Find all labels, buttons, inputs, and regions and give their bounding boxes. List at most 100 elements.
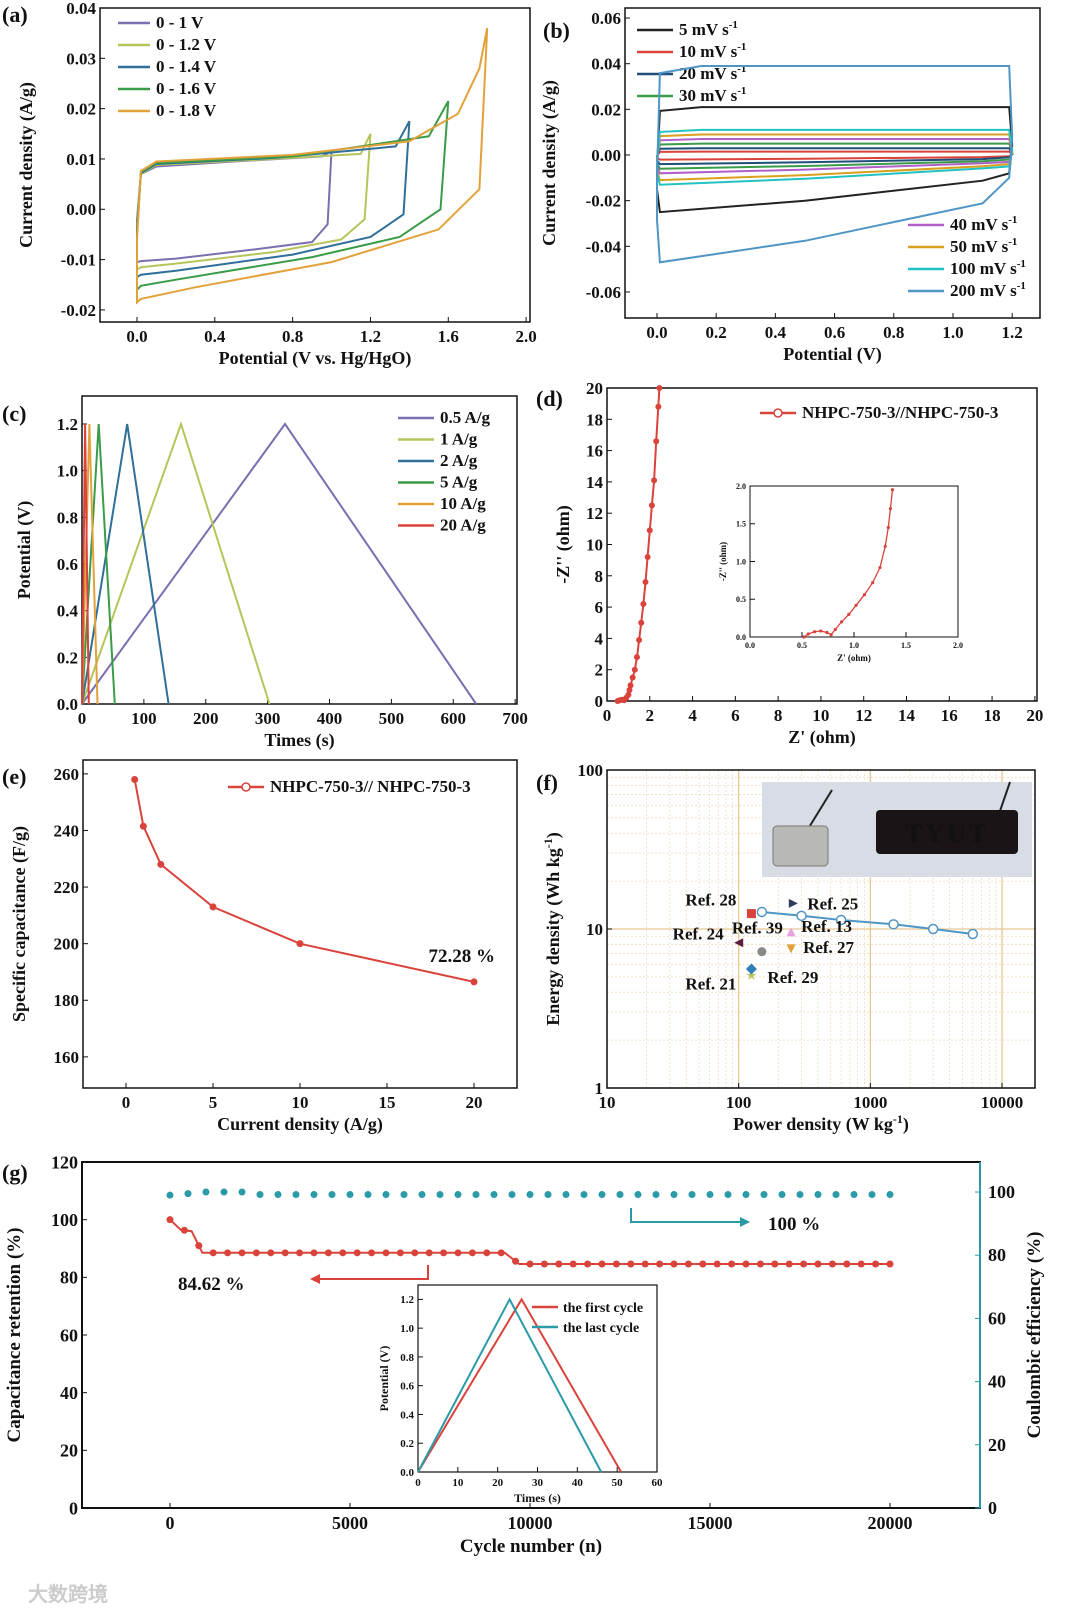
y-tick-label: 0 bbox=[595, 692, 604, 711]
y-tick-label: 80 bbox=[60, 1268, 78, 1288]
series-01V bbox=[136, 149, 333, 264]
data-point-marker bbox=[139, 822, 147, 830]
efficiency-marker bbox=[760, 1191, 768, 1199]
retention-marker bbox=[612, 1260, 620, 1268]
data-point-marker bbox=[888, 507, 893, 511]
efficiency-marker bbox=[346, 1191, 354, 1199]
data-point-marker bbox=[819, 629, 823, 633]
x-tick-label: 0.6 bbox=[824, 323, 845, 342]
legend-label: 0.5 A/g bbox=[440, 408, 491, 427]
legend-label: 10 A/g bbox=[440, 494, 486, 513]
data-point-marker bbox=[655, 403, 662, 410]
y-tick-label: 1.0 bbox=[400, 1323, 414, 1335]
retention-marker bbox=[670, 1260, 678, 1268]
legend-marker bbox=[773, 408, 783, 418]
y-tick-label: 0 bbox=[69, 1498, 78, 1518]
x-tick-label: 0.0 bbox=[646, 323, 667, 342]
retention-marker bbox=[641, 1260, 649, 1268]
x-tick-label: 0.4 bbox=[204, 327, 226, 346]
x-tick-label: 20 bbox=[1026, 706, 1043, 725]
x-tick-label: 700 bbox=[502, 709, 528, 728]
efficiency-marker bbox=[202, 1188, 210, 1196]
x-tick-label: 2 bbox=[646, 706, 655, 725]
reference-label: Ref. 28 bbox=[685, 891, 736, 910]
x-tick-label: 10000 bbox=[981, 1093, 1024, 1112]
reference-label: Ref. 39 bbox=[732, 919, 783, 938]
data-point-marker bbox=[631, 666, 638, 673]
retention-marker bbox=[353, 1249, 361, 1257]
y-right-tick-label: 100 bbox=[988, 1182, 1015, 1202]
x-tick-label: 0.4 bbox=[765, 323, 787, 342]
reference-label: Ref. 24 bbox=[673, 925, 724, 944]
retention-marker bbox=[584, 1260, 592, 1268]
efficiency-marker bbox=[868, 1191, 876, 1199]
reference-label: Ref. 13 bbox=[801, 917, 852, 936]
y-tick-label: 4 bbox=[595, 629, 604, 648]
x-tick-label: 10 bbox=[812, 706, 829, 725]
x-tick-label: 5 bbox=[209, 1093, 218, 1112]
retention-marker bbox=[382, 1249, 390, 1257]
x-tick-label: 1000 bbox=[853, 1093, 887, 1112]
y-axis-label: Specific capacitance (F/g) bbox=[9, 826, 30, 1022]
data-point-marker bbox=[653, 438, 660, 445]
efficiency-marker bbox=[886, 1191, 894, 1199]
x-tick-label: 2.0 bbox=[953, 641, 963, 650]
efficiency-marker bbox=[436, 1191, 444, 1199]
efficiency-marker bbox=[526, 1191, 534, 1199]
data-point-marker bbox=[802, 635, 806, 639]
x-tick-label: 30 bbox=[532, 1477, 544, 1489]
x-tick-label: 15 bbox=[379, 1093, 396, 1112]
efficiency-marker bbox=[562, 1191, 570, 1199]
y-tick-label: 0.04 bbox=[591, 55, 621, 74]
panel-e: (e) 0 5 10 15 20 160 180 200 220 240 260 Current den… bbox=[2, 759, 518, 1135]
retention-marker bbox=[569, 1260, 577, 1268]
retention-marker bbox=[224, 1249, 232, 1257]
x-axis-label: Z' (ohm) bbox=[837, 653, 871, 663]
legend-label: 0 - 1.6 V bbox=[156, 79, 217, 98]
panel-a: (a) 0.0 0.4 0.8 1.2 1.6 2.0 -0.02 -0.01 0.00 0.01 0… bbox=[2, 0, 537, 369]
plot-frame bbox=[81, 395, 518, 705]
y-tick-label: 0.01 bbox=[66, 150, 96, 169]
y-tick-label: 6 bbox=[595, 598, 604, 617]
retention-marker bbox=[756, 1260, 764, 1268]
data-point-marker bbox=[625, 691, 632, 698]
efficiency-marker bbox=[508, 1191, 516, 1199]
efficiency-marker bbox=[814, 1191, 822, 1199]
retention-marker bbox=[886, 1260, 894, 1268]
legend-label: the last cycle bbox=[563, 1321, 639, 1336]
y-tick-label: 1.0 bbox=[736, 557, 746, 566]
x-tick-label: 600 bbox=[441, 709, 467, 728]
data-point-marker bbox=[629, 674, 636, 681]
y-axis-label: Current density (A/g) bbox=[539, 80, 560, 246]
y-axis-label: -Z'' (ohm) bbox=[553, 505, 574, 584]
data-point-marker bbox=[656, 385, 663, 391]
series-05Ag bbox=[81, 422, 478, 705]
y-tick-label: 1 bbox=[595, 1079, 604, 1098]
retention-marker bbox=[843, 1260, 851, 1268]
x-tick-label: 100 bbox=[726, 1093, 752, 1112]
y-tick-label: 0.02 bbox=[591, 100, 621, 119]
x-axis-label: Potential (V) bbox=[783, 344, 881, 365]
x-tick-label: 1.2 bbox=[1002, 323, 1023, 342]
reference-marker bbox=[746, 909, 756, 919]
panel-g: (g)0 5000 10000 15000 20000020406080100120Cy… bbox=[2, 1152, 1045, 1557]
data-point-marker bbox=[640, 600, 647, 607]
y-tick-label: 0.02 bbox=[66, 100, 96, 119]
y-tick-label: 100 bbox=[578, 761, 604, 780]
y-tick-label: 2.0 bbox=[736, 482, 746, 491]
data-point-marker bbox=[871, 581, 875, 585]
y-tick-label: 0.06 bbox=[591, 9, 621, 28]
retention-marker bbox=[771, 1260, 779, 1268]
this-work-marker bbox=[967, 928, 979, 940]
x-tick-label: 5000 bbox=[332, 1513, 368, 1533]
legend-label: 5 mV s-1 bbox=[679, 19, 738, 39]
plot-frame bbox=[82, 759, 518, 1089]
x-tick-label: 20 bbox=[492, 1477, 504, 1489]
retention-marker bbox=[512, 1257, 520, 1265]
retention-marker bbox=[166, 1216, 174, 1224]
panel-label: (c) bbox=[2, 401, 26, 426]
y-tick-label: 220 bbox=[54, 878, 80, 897]
retention-marker bbox=[540, 1260, 548, 1268]
efficiency-marker bbox=[490, 1191, 498, 1199]
legend-label: 40 mV s-1 bbox=[950, 214, 1017, 234]
